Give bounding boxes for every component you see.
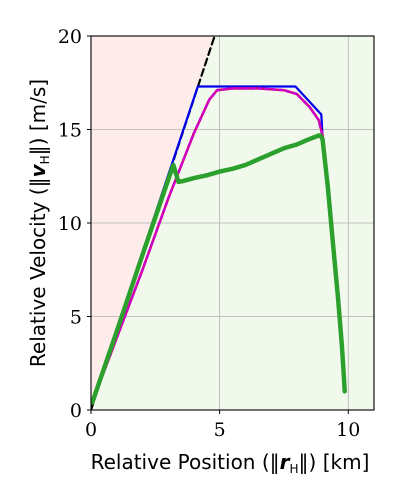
y-tick-label-3: 15: [58, 120, 82, 142]
chart-ticks: 0 5 10 0 5 10 15 20: [58, 26, 361, 441]
x-tick-label-1: 5: [214, 419, 226, 441]
chart-grid: [91, 36, 374, 410]
y-tick-label-2: 10: [58, 213, 82, 235]
x-tick-label-0: 0: [85, 419, 97, 441]
chart-series: [91, 36, 347, 410]
y-tick-label-4: 20: [58, 26, 82, 48]
x-tick-label-2: 10: [336, 419, 360, 441]
y-tick-label-0: 0: [70, 400, 82, 422]
y-tick-label-1: 5: [70, 307, 82, 329]
y-axis-label: Relative Velocity (‖vH‖) [m/s]: [26, 79, 52, 367]
x-axis-label: Relative Position (‖rH‖) [km]: [91, 450, 370, 476]
series-line-4: [91, 132, 347, 405]
